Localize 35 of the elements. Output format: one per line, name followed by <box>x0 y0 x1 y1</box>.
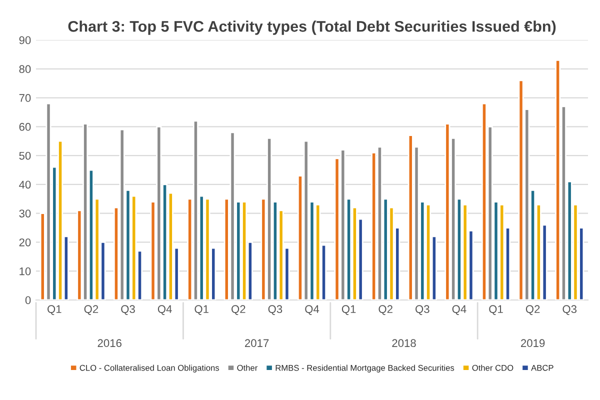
x-tick-label: Q2 <box>526 305 540 316</box>
y-tick-label: 0 <box>25 296 31 304</box>
y-tick-label: 10 <box>20 267 31 276</box>
x-tick-label: Q2 <box>84 305 98 316</box>
legend-label: Other <box>237 364 258 371</box>
y-tick-label: 40 <box>19 180 31 189</box>
x-tick-label: Q3 <box>416 305 430 316</box>
x-tick-label: Q1 <box>489 305 503 316</box>
x-tick-label: Q4 <box>452 305 466 316</box>
x-tick-label: Q1 <box>48 305 62 316</box>
text: 2016 <box>98 339 122 348</box>
y-tick-label: 50 <box>19 152 31 160</box>
x-tick-label: Q3 <box>268 305 282 316</box>
x-tick-label: Q2 <box>378 305 392 316</box>
chart-title: Chart 3: Top 5 FVC Activity types (Total Debt Securities Issued €bn) <box>68 20 556 35</box>
text: 2018 <box>392 339 416 348</box>
x-tick-label: Q4 <box>305 305 320 316</box>
x-tick-label: Q4 <box>158 305 172 316</box>
legend-label: Other CDO <box>472 364 514 371</box>
y-tick-label: 30 <box>19 210 31 218</box>
y-tick-label: 70 <box>19 94 31 102</box>
x-tick-label: Q1 <box>194 305 208 316</box>
legend-label: ABCP <box>531 364 554 371</box>
y-tick-label: 90 <box>19 36 31 44</box>
x-tick-label: Q3 <box>562 305 577 316</box>
text: 2019 <box>521 339 545 348</box>
x-tick-label: Q1 <box>342 305 356 316</box>
x-tick-label: Q3 <box>121 305 135 316</box>
y-tick-label: 80 <box>19 65 31 74</box>
legend-label: CLO - Collateralised Loan Obligations <box>80 364 220 372</box>
x-tick-label: Q2 <box>232 305 246 316</box>
legend-label: RMBS - Residential Mortgage Backed Securities <box>276 364 454 372</box>
y-tick-label: 20 <box>19 238 31 246</box>
text: 2017 <box>245 339 269 348</box>
y-tick-label: 60 <box>19 122 31 131</box>
